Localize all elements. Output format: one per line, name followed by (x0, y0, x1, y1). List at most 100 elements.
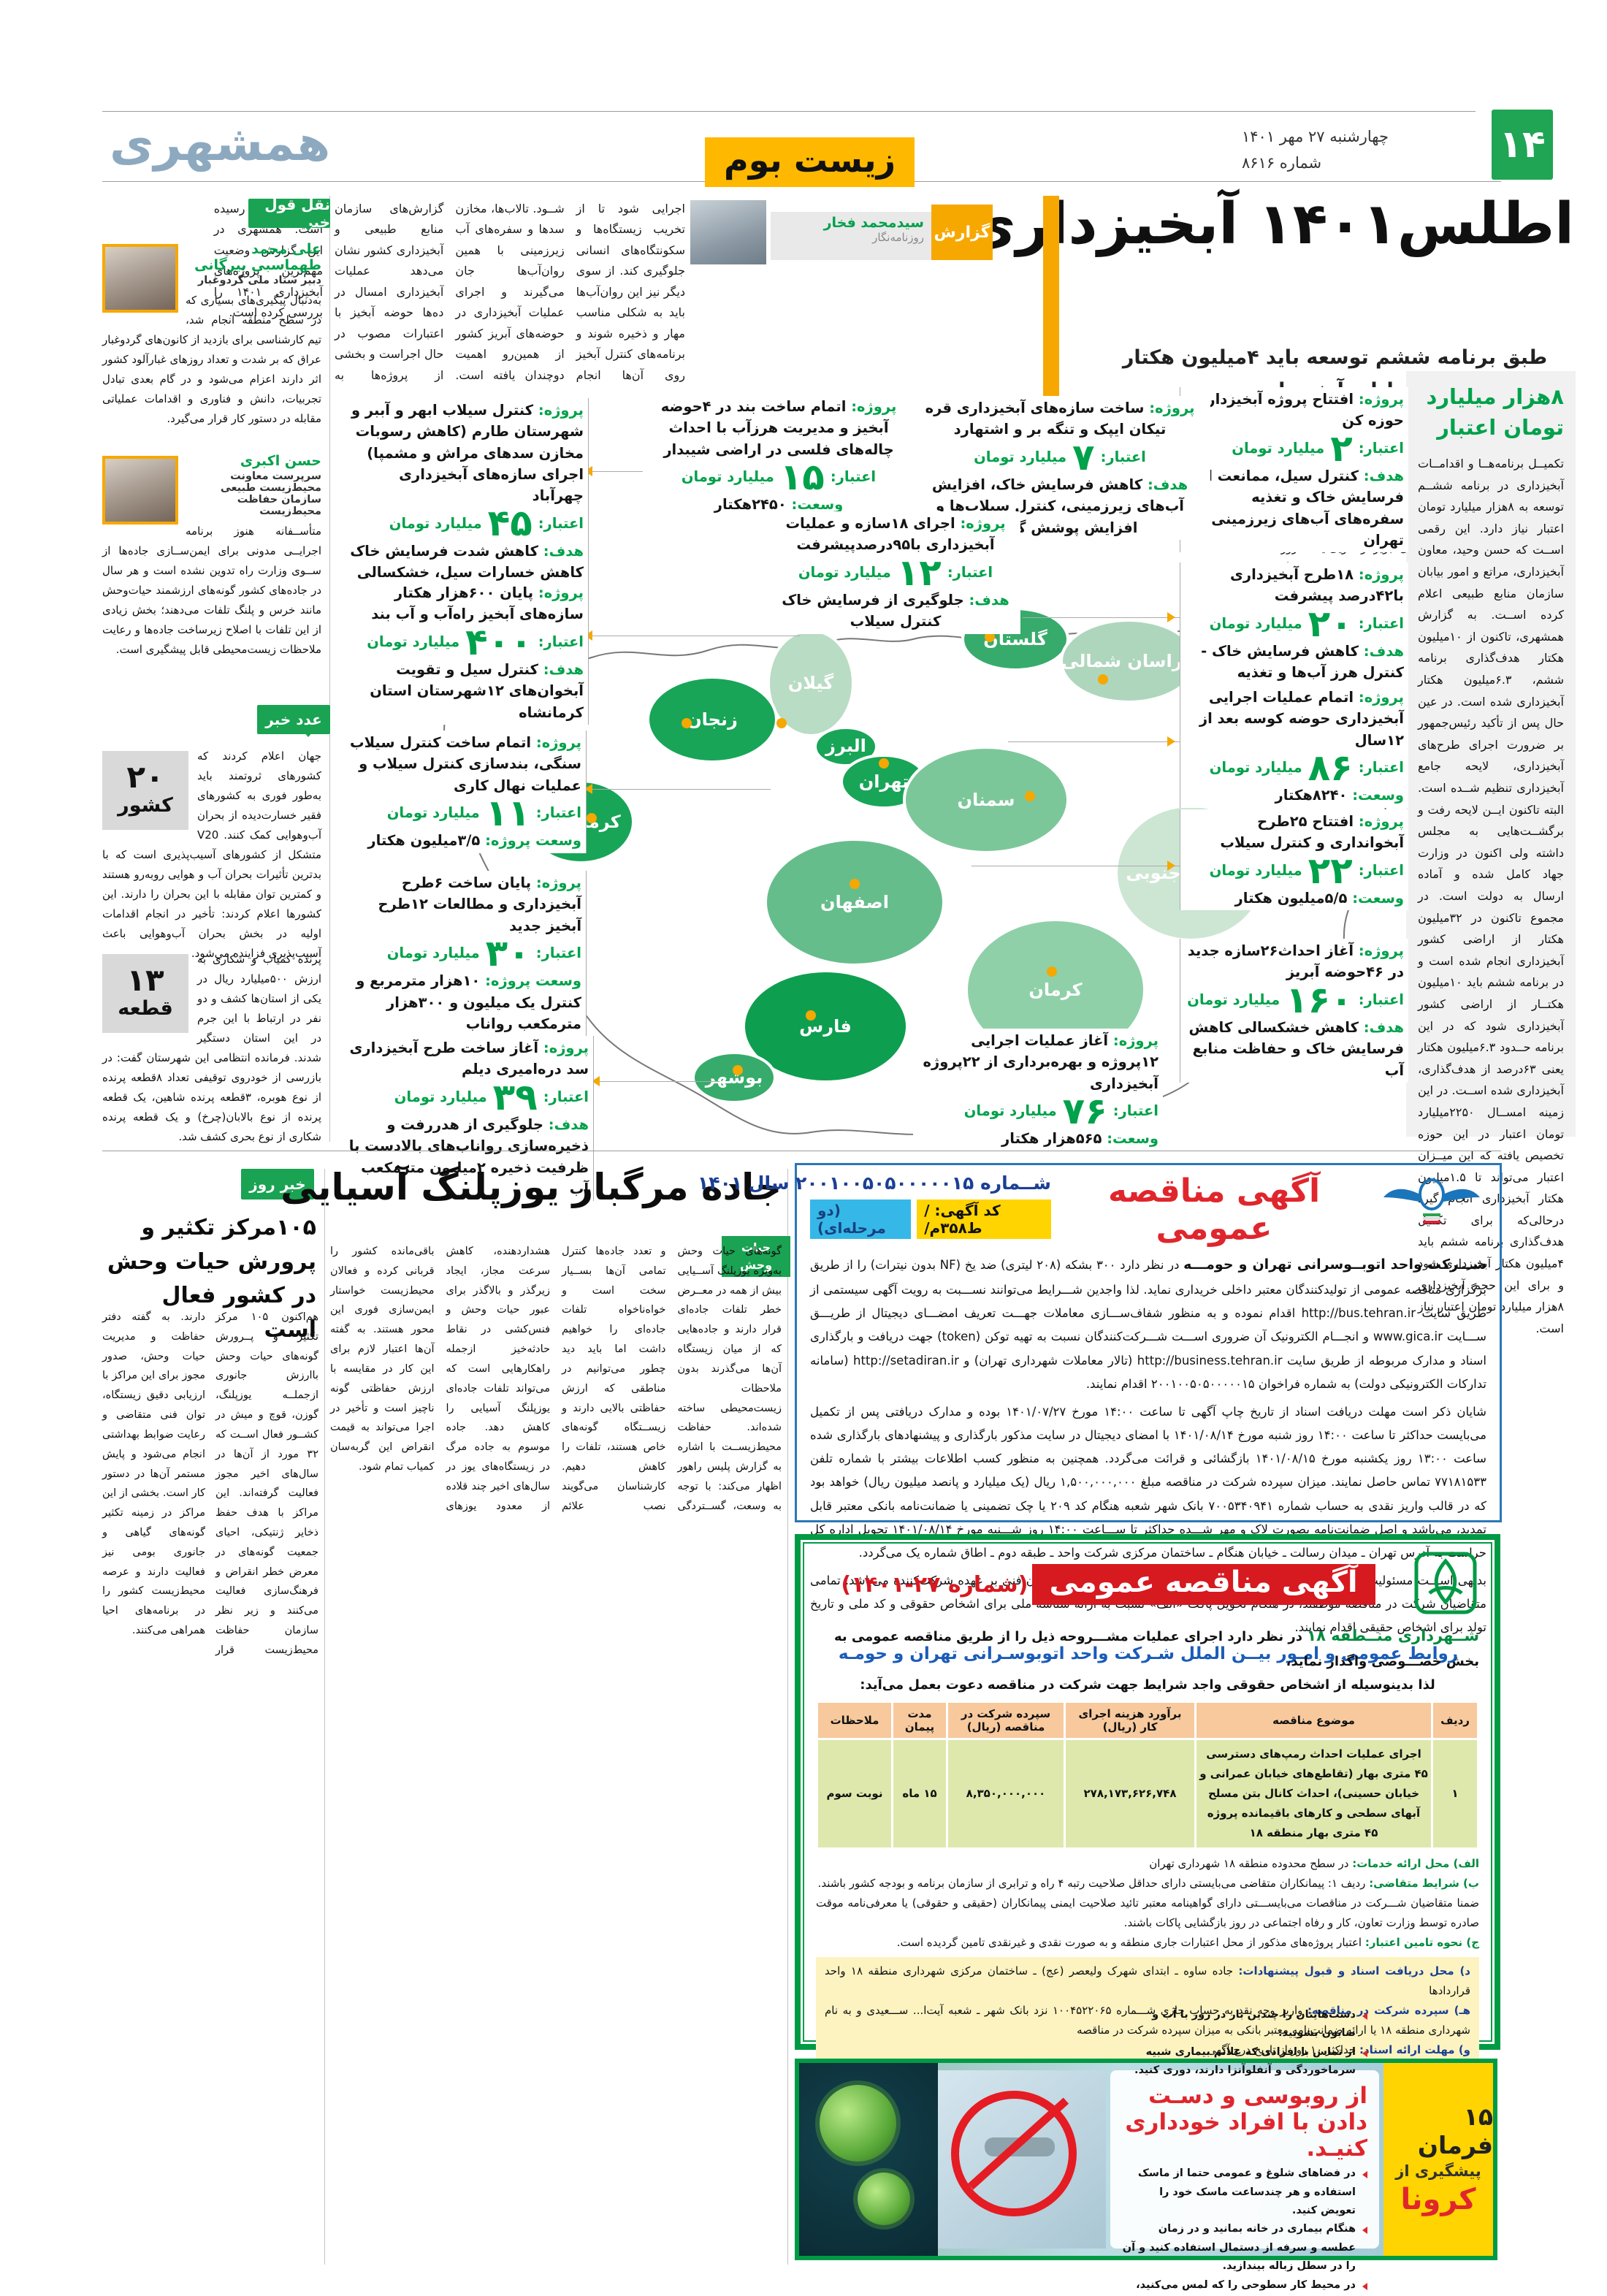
ad2-intro1: در نظر دارد اجرای عملیات مشـــروحه ذیل ر… (833, 1629, 1479, 1669)
issue-number: شماره ۸۶۱۶ (1242, 153, 1322, 172)
callout-box: پروژه: ساخت سازه‌های آبخیزداری قره تیکان… (909, 396, 1210, 540)
ad1-org-name: شـــرکت واحد اتوبــوسرانی تهران و حومـــ… (1183, 1256, 1487, 1273)
quote-item: حسن اکبری سرپرست معاونت محیط‌زیست طبیعی … (102, 453, 321, 660)
corona-bullet: در محیط کار سطوحی را که لمس می‌کنید، ضدع… (1122, 2276, 1367, 2296)
headline-accent-bar (1043, 196, 1059, 422)
province-zanjan (646, 676, 778, 763)
province-label: زنجان (687, 709, 738, 730)
callout-box: پروژه: افتتاح ۲۵طرح آبخوانداری و کنترل س… (1180, 809, 1408, 911)
callout-title: افتتاح پروژه آبخیزداری حوزه کن (1194, 391, 1404, 430)
tehran-municipality-logo (1412, 1549, 1479, 1620)
cheetah-headline: جاده مرگبار یوزپلنگ آسیایی (280, 1166, 782, 1208)
ad2-item: ب) شرایط متقاضی: ردیف ۱: پیمانکاران متقا… (817, 1876, 1479, 1890)
corona-notice: ۱۵ فرمان پیشگیری از کرونا دست‌هایتان را … (795, 2009, 1497, 2291)
quote-name: حسن اکبری (240, 453, 321, 469)
province-label: فارس (799, 1016, 852, 1037)
ad2-intro2: لذا بدینوسیله از اشخاص حقوقی واجد شرایط … (860, 1677, 1435, 1693)
ad2-tender-table: ردیف موضوع مناقصه برآورد هزینه اجرای کار… (816, 1700, 1479, 1850)
divider-articles (324, 1169, 325, 2265)
callout-arrow-icon (1167, 736, 1180, 747)
quote-text: متأســفانه هنوز برنامه اجرایــی مدونی بر… (102, 525, 321, 656)
callout-connector (581, 789, 771, 790)
callout-detail: کنترل سیل، ممانعت از فرسایش خاک و تغذیه … (1199, 468, 1404, 549)
corona-15-rules-panel: ۱۵ فرمان پیشگیری از کرونا (1383, 2063, 1493, 2256)
table-header: برآورد هزینه اجرای کار (ریال) (1064, 1700, 1196, 1740)
lead-headline: اطلس۱۴۰۱ آبخیزداری (963, 191, 1574, 257)
quote-role: دبیر ستاد ملی گردوغبار (197, 275, 321, 286)
province-label: گیلان (788, 673, 834, 693)
callout-box: پروژه: آغاز عملیات اجرایی ۱۲پروژه و بهره… (913, 1029, 1163, 1151)
corona-panel-line2: پیشگیری از (1395, 2162, 1481, 2180)
corona-bullet: در فضاهای شلوغ و عمومی حتما از ماسک استف… (1122, 2165, 1367, 2220)
corona-headline: از روبوسی و دسـت دادن با افراد خودداری ک… (1125, 2083, 1367, 2162)
callout-connector (1023, 617, 1180, 618)
ad2-yellow-item: د) محل دریافت اسناد و قبول پیشنهادات: جا… (825, 1964, 1470, 1997)
callout-credit-unit: میلیارد تومان (1232, 440, 1325, 457)
tender-estimate: ۲۷۸,۱۷۳,۶۲۶,۷۴۸ (1064, 1737, 1196, 1850)
number-item: ۱۳ قطعه پرنده کمیاب و شکاری به ارزش ۵۰۰م… (102, 950, 321, 1147)
province-label: سمنان (958, 790, 1015, 810)
ad2-item: الف) محل ارائه خدمات: در سطح محدوده منطق… (1149, 1856, 1479, 1870)
callout-box: پروژه: اجرای ۱۸سازه و عملیات آبخیزداری ب… (771, 511, 1020, 634)
table-header: سپرده شرکت در مناقصه (ریال) (946, 1700, 1066, 1740)
corona-bullet: هنگام بیماری در خانه بمانید و در زمان عط… (1122, 2220, 1367, 2276)
ad1-stage: (دو مرحله‌ای) (810, 1200, 912, 1239)
daily-news-tag: خبر روز (241, 1169, 314, 1202)
bus-company-logo (1377, 1172, 1486, 1229)
quote-name: علی محمد طهماسبی بیرگانی (194, 241, 321, 273)
ad1-code: کد آگهی: /ط۳۵۸م/ (917, 1200, 1051, 1239)
cheetah-body: گونه‌های حیات وحش به‌ویژه یوزپلنگ آســیا… (330, 1246, 782, 1512)
byline: سیدمحمد فخار روزنامه‌نگار گزارش (690, 196, 1004, 269)
table-header: ملاحظات (816, 1700, 893, 1740)
quote-text: به‌دنبال پیگیری‌های بسیاری که در سطح منط… (102, 294, 321, 425)
ad1-footer: روابط عمومی و امـور بیــن الملل شـرکت وا… (838, 1644, 1459, 1663)
tender-deposit: ۸,۳۵۰,۰۰۰,۰۰۰ (946, 1737, 1066, 1850)
row-index: ۱ (1431, 1737, 1479, 1850)
callout-arrow-icon (587, 1076, 600, 1086)
table-header: موضوع مناقصه (1194, 1700, 1433, 1740)
province-label: تهران (859, 771, 909, 792)
number-unit: قطعه (118, 997, 173, 1021)
province-bushehr (692, 1051, 776, 1104)
corona-bullet: دست‌هایتان را چندین بار در روز با آب و ص… (1122, 2006, 1367, 2043)
callout-connector (1008, 741, 1180, 742)
number-badge: ۲۰ کشور (102, 751, 188, 830)
ad2-yellow-item: هـ) سپرده شرکت در مناقصه: واریز وجه نقد … (825, 2003, 1470, 2037)
callout-box: پروژه: اتمام ساخت کنترل سیلاب سنگی، بندس… (336, 731, 587, 853)
table-header: ردیف (1431, 1700, 1479, 1740)
callout-credit-label: اعتبار: (1358, 440, 1404, 457)
tender-ad-municipality: آگهی مناقصه عمومی (شماره ۲۷-۱۴۰۱) شــهرد… (795, 1534, 1500, 2221)
tender-note: نوبت سوم (816, 1737, 893, 1850)
callout-arrow-icon (1167, 861, 1180, 871)
table-row: ۱ اجرای عملیات احداث رمپ‌های دسترسی ۴۵ م… (816, 1737, 1479, 1850)
ad2-title: آگهی مناقصه عمومی (1031, 1564, 1375, 1605)
table-header: مدت پیمان (891, 1700, 948, 1740)
numbers-section-tag: عدد خبر (257, 705, 330, 737)
callout-arrow-icon (579, 784, 592, 794)
corona-panel-line1: ۱۵ فرمان (1417, 2102, 1493, 2159)
number-text: جهان اعلام کردند که کشورهای ثروتمند باید… (102, 750, 321, 960)
daily-news-headline: ۱۰۵مرکز تکثیر و پرورش حیات وحش در کشور ف… (107, 1215, 316, 1343)
header-rule-top (102, 111, 1476, 112)
date-block: چهارشنبه ۲۷ مهر ۱۴۰۱ شماره ۸۶۱۶ (1242, 124, 1483, 176)
wildlife-tag: حیات وحش (722, 1236, 790, 1277)
quote-photo (102, 456, 178, 525)
corona-bullet: از تماس با افرادی که علائم بیماری شبیه س… (1122, 2043, 1367, 2080)
province-esfahan (764, 838, 945, 966)
tender-subject: اجرای عملیات احداث رمپ‌های دسترسی ۴۵ متر… (1194, 1737, 1433, 1850)
ad1-p2: شایان ذکر است مهلت دریافت اسناد از تاریخ… (810, 1404, 1486, 1560)
byline-band: سیدمحمد فخار روزنامه‌نگار (771, 212, 931, 260)
callout-box: پروژه: پایان ۶۰۰هزار هکتار سازه‌های آبخی… (342, 581, 589, 725)
daily-news-body: هم‌اکنون ۱۰۵ مرکز تکثیر و پــرورش گونه‌ه… (102, 1311, 319, 1656)
ad2-org-name: شــهرداری منــطقه ۱۸ (1307, 1627, 1479, 1644)
corona-bullets: دست‌هایتان را چندین بار در روز با آب و ص… (1110, 2009, 1379, 2291)
callout-box: پروژه: پایان ساخت ۶طرح آبخیزداری و مطالع… (336, 871, 587, 1036)
number-item: ۲۰ کشور جهان اعلام کردند که کشورهای ثروت… (102, 747, 321, 964)
number-unit: کشور (118, 794, 173, 817)
ad1-paragraph: شـــرکت واحد اتوبــوسرانی تهران و حومـــ… (810, 1251, 1486, 1396)
ad1-number: شــماره ۲۰۰۱۰۰۵۰۵۰۰۰۰۰۱۵ سال ۱۴۰۱ (698, 1172, 1051, 1194)
iran-outline (443, 628, 1386, 1135)
author-role: روزنامه‌نگار (872, 231, 924, 244)
author-name: سیدمحمد فخار (823, 215, 924, 231)
